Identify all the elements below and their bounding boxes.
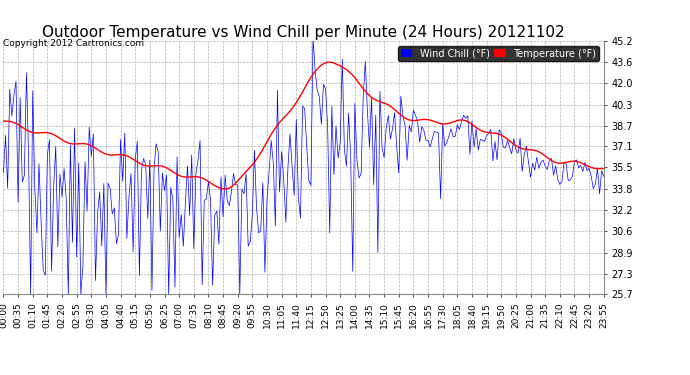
Title: Outdoor Temperature vs Wind Chill per Minute (24 Hours) 20121102: Outdoor Temperature vs Wind Chill per Mi… [42,25,565,40]
Text: Copyright 2012 Cartronics.com: Copyright 2012 Cartronics.com [3,39,145,48]
Legend: Wind Chill (°F), Temperature (°F): Wind Chill (°F), Temperature (°F) [398,46,599,61]
